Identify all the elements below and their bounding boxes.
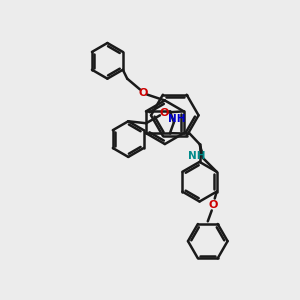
Text: O: O — [208, 200, 218, 211]
Text: O: O — [138, 88, 148, 98]
Text: O: O — [159, 108, 169, 118]
Text: NH: NH — [188, 151, 206, 161]
Text: NH: NH — [168, 114, 186, 124]
